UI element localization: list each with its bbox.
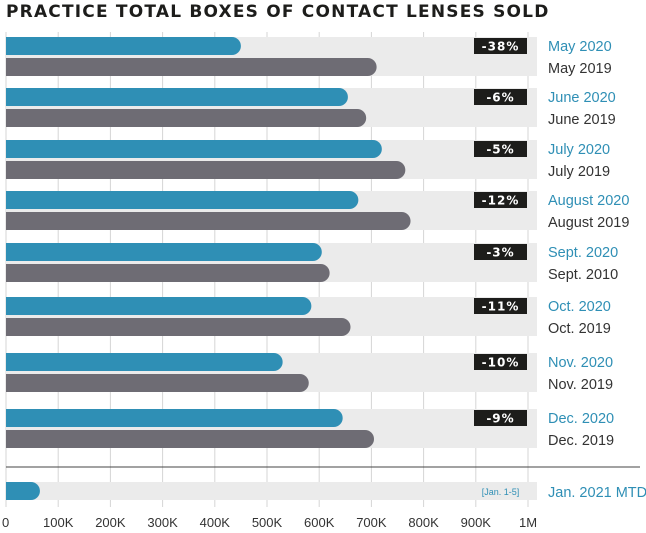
bar-2020	[6, 409, 343, 427]
change-badge	[474, 192, 527, 208]
bar-2020	[6, 191, 359, 209]
label-2019: Sept. 2010	[548, 267, 618, 283]
label-2019: Dec. 2019	[548, 433, 614, 449]
label-2020: June 2020	[548, 90, 616, 106]
x-tick-label: 200K	[95, 515, 126, 530]
x-tick-label: 0	[2, 515, 9, 530]
bar-2019	[6, 264, 330, 282]
x-tick-label: 400K	[200, 515, 231, 530]
x-tick-label: 900K	[461, 515, 492, 530]
change-label: -6%	[486, 91, 514, 105]
bar-2019	[6, 430, 375, 448]
bar-2020	[6, 353, 283, 371]
label-mtd: Jan. 2021 MTD	[548, 485, 646, 501]
label-2019: July 2019	[548, 164, 610, 180]
bar-mtd	[6, 482, 40, 500]
change-label: -11%	[482, 300, 520, 314]
label-2019: June 2019	[548, 112, 616, 128]
change-badge	[474, 89, 527, 105]
label-2020: Dec. 2020	[548, 411, 614, 427]
label-2019: Nov. 2019	[548, 377, 613, 393]
label-2019: Oct. 2019	[548, 321, 611, 337]
x-tick-label: 600K	[304, 515, 335, 530]
bar-2020	[6, 243, 322, 261]
change-badge	[474, 410, 527, 426]
label-2020: Oct. 2020	[548, 299, 611, 315]
bar-2019	[6, 109, 367, 127]
change-label: -10%	[482, 356, 520, 370]
label-2019: May 2019	[548, 61, 612, 77]
bar-2019	[6, 58, 377, 76]
change-label: -12%	[482, 194, 520, 208]
bar-2020	[6, 297, 312, 315]
x-tick-label: 500K	[252, 515, 283, 530]
x-tick-label: 100K	[43, 515, 74, 530]
change-badge	[474, 141, 527, 157]
bar-2019	[6, 161, 406, 179]
x-tick-label: 700K	[356, 515, 387, 530]
bar-track	[6, 482, 537, 500]
bar-2019	[6, 212, 411, 230]
x-tick-label: 800K	[408, 515, 439, 530]
x-tick-label: 300K	[147, 515, 178, 530]
chart-title: PRACTICE TOTAL BOXES OF CONTACT LENSES S…	[6, 2, 550, 22]
change-label: -38%	[482, 40, 520, 54]
change-label: -9%	[486, 412, 514, 426]
change-label: -5%	[486, 143, 514, 157]
change-badge	[474, 38, 527, 54]
change-badge	[474, 298, 527, 314]
label-2020: Sept. 2020	[548, 245, 618, 261]
x-tick-label: 1M	[519, 515, 537, 530]
mtd-note: [Jan. 1-5]	[482, 487, 520, 497]
bar-2020	[6, 37, 241, 55]
bar-2020	[6, 88, 348, 106]
change-badge	[474, 244, 527, 260]
change-badge	[474, 354, 527, 370]
bar-2019	[6, 374, 309, 392]
change-label: -3%	[486, 246, 514, 260]
label-2020: Nov. 2020	[548, 355, 613, 371]
bar-2019	[6, 318, 351, 336]
label-2019: August 2019	[548, 215, 629, 231]
label-2020: July 2020	[548, 142, 610, 158]
label-2020: August 2020	[548, 193, 629, 209]
label-2020: May 2020	[548, 39, 612, 55]
bar-2020	[6, 140, 382, 158]
